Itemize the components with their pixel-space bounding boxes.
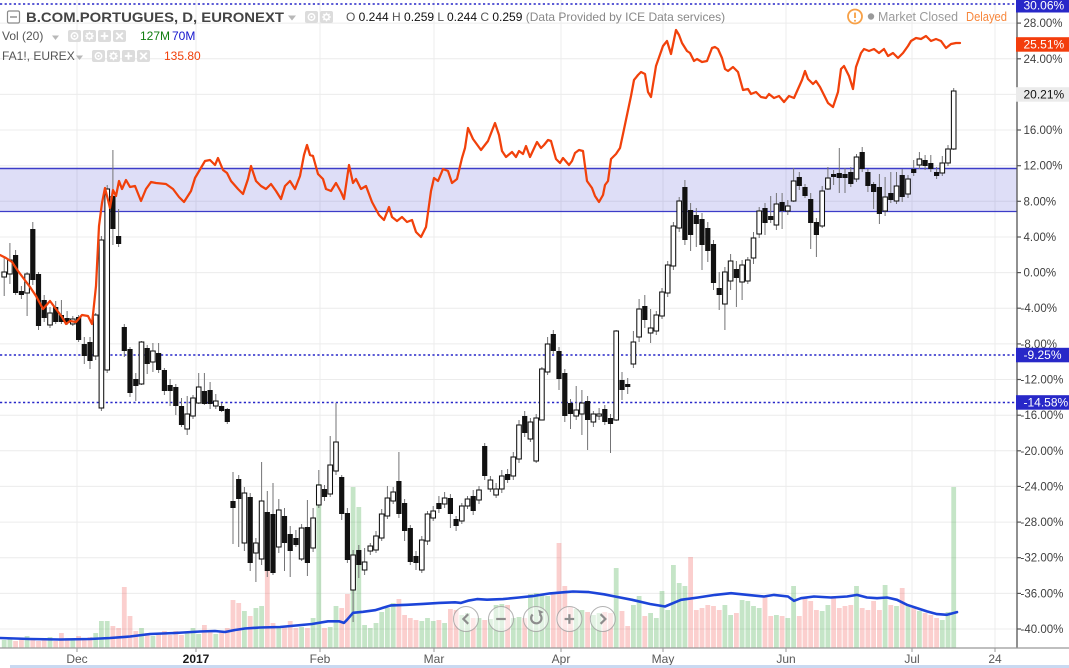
- svg-text:-36.00%: -36.00%: [1021, 588, 1064, 600]
- svg-text:2017: 2017: [183, 652, 210, 666]
- svg-text:-24.00%: -24.00%: [1021, 481, 1064, 493]
- svg-text:-20.00%: -20.00%: [1021, 446, 1064, 458]
- svg-text:Vol (20): Vol (20): [2, 29, 43, 43]
- svg-text:Jun: Jun: [776, 652, 795, 666]
- svg-text:B.COM.PORTUGUES, D, EURONEXT: B.COM.PORTUGUES, D, EURONEXT: [26, 9, 284, 25]
- svg-text:Jul: Jul: [904, 652, 919, 666]
- svg-text:24: 24: [988, 652, 1002, 666]
- svg-text:-9.25%: -9.25%: [1024, 348, 1062, 362]
- svg-text:20.21%: 20.21%: [1024, 88, 1065, 102]
- svg-text:-32.00%: -32.00%: [1021, 553, 1064, 565]
- svg-text:30.06%: 30.06%: [1024, 0, 1065, 12]
- svg-text:FA1!, EUREX: FA1!, EUREX: [2, 49, 75, 63]
- svg-text:127M: 127M: [140, 29, 170, 43]
- svg-text:Feb: Feb: [310, 652, 331, 666]
- svg-text:-16.00%: -16.00%: [1021, 410, 1064, 422]
- svg-text:Apr: Apr: [552, 652, 571, 666]
- svg-text:24.00%: 24.00%: [1024, 54, 1063, 66]
- svg-text:4.00%: 4.00%: [1024, 232, 1057, 244]
- svg-text:Delayed: Delayed: [966, 10, 1007, 24]
- svg-text:Market Closed: Market Closed: [878, 10, 958, 24]
- svg-text:-12.00%: -12.00%: [1021, 375, 1064, 387]
- svg-text:16.00%: 16.00%: [1024, 125, 1063, 137]
- svg-text:Dec: Dec: [66, 652, 87, 666]
- svg-text:-40.00%: -40.00%: [1021, 624, 1064, 636]
- svg-text:O 0.244 H 0.259 L 0.244 C 0.25: O 0.244 H 0.259 L 0.244 C 0.259 (Data Pr…: [346, 10, 725, 24]
- svg-text:May: May: [652, 652, 675, 666]
- svg-text:-4.00%: -4.00%: [1021, 303, 1057, 315]
- svg-text:-14.58%: -14.58%: [1024, 396, 1069, 410]
- svg-text:28.00%: 28.00%: [1024, 18, 1063, 30]
- svg-text:8.00%: 8.00%: [1024, 196, 1057, 208]
- svg-text:Mar: Mar: [424, 652, 445, 666]
- svg-text:25.51%: 25.51%: [1024, 38, 1065, 52]
- svg-text:135.80: 135.80: [164, 49, 201, 63]
- svg-text:-28.00%: -28.00%: [1021, 517, 1064, 529]
- svg-text:70M: 70M: [172, 29, 195, 43]
- svg-text:0.00%: 0.00%: [1024, 268, 1057, 280]
- svg-text:12.00%: 12.00%: [1024, 161, 1063, 173]
